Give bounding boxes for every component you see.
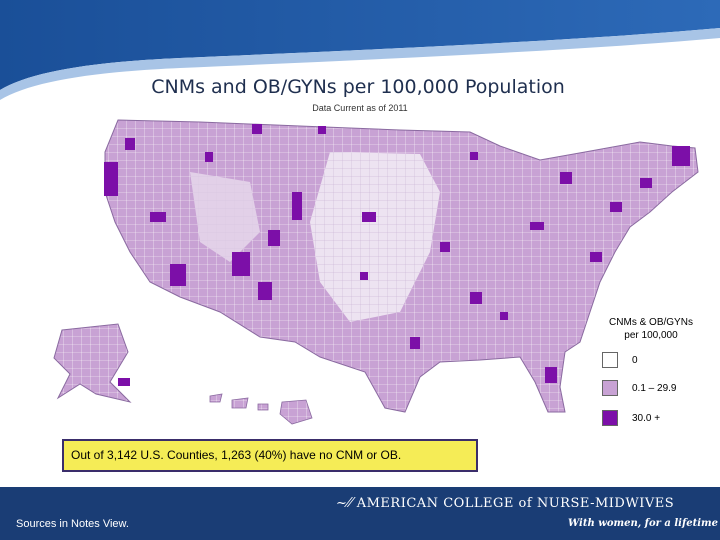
header-swoosh [0,0,720,100]
legend-label-zero: 0 [632,354,638,366]
us-county-map [53,119,699,425]
sources-note: Sources in Notes View. [16,518,129,530]
legend-label-low: 0.1 – 29.9 [632,382,677,394]
legend-item-low: 0.1 – 29.9 [602,380,676,396]
high-density-counties [104,124,690,383]
legend-swatch-zero [602,352,618,368]
legend-title-line1: CNMs & OB/GYNs [609,317,693,328]
legend-swatch-low [602,380,618,396]
west-low-coverage [190,172,260,262]
legend-item-zero: 0 [602,352,638,368]
callout-box: Out of 3,142 U.S. Counties, 1,263 (40%) … [62,439,478,472]
alaska-shape [53,323,132,403]
plains-low-coverage [310,152,440,322]
footer-band [0,487,720,540]
legend-swatch-high [602,410,618,426]
org-tagline: With women, for a lifetime [568,518,718,529]
page-subtitle: Data Current as of 2011 [312,103,408,113]
legend-item-high: 30.0 + [602,410,660,426]
legend-label-high: 30.0 + [632,412,661,424]
legend-title-line2: per 100,000 [624,330,678,341]
acnm-logo-mark-icon: ~⁄⁄ [336,496,353,511]
hawaii-shape [209,393,313,425]
map-legend: CNMs & OB/GYNs per 100,000 0 0.1 – 29.9 … [596,316,706,426]
org-name: AMERICAN COLLEGE of NURSE-MIDWIVES [356,496,675,511]
page-title: CNMs and OB/GYNs per 100,000 Population [151,76,565,98]
acnm-logo: ~⁄⁄ AMERICAN COLLEGE of NURSE-MIDWIVES [336,496,674,511]
